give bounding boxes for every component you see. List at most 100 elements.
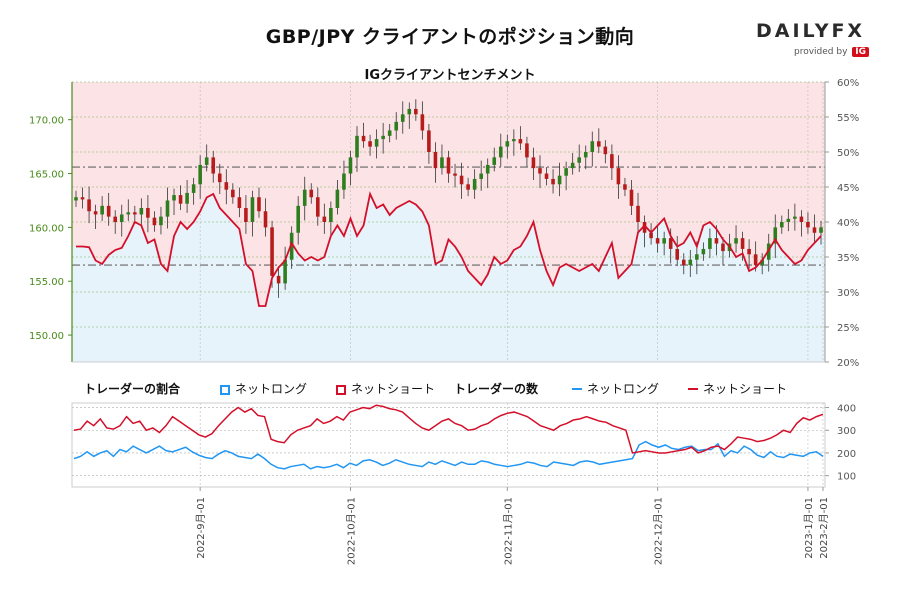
candle-body: [512, 139, 516, 142]
logo-provided-by: provided by: [794, 47, 848, 57]
candle-body: [270, 227, 274, 276]
candle-body: [263, 211, 268, 228]
candle-body: [655, 238, 660, 244]
dailyfx-logo: DAILYFX provided by IG: [756, 20, 876, 64]
candle-body: [714, 238, 719, 244]
legend-count-short-label: ネットショート: [703, 382, 788, 396]
candle-body: [361, 135, 366, 142]
candle-body: [244, 208, 248, 222]
candle-body: [224, 182, 229, 190]
candle-body: [250, 197, 255, 222]
count-tick-label: 200: [837, 449, 856, 460]
count-tick-label: 100: [837, 472, 856, 483]
candle-body: [610, 154, 614, 169]
legend-ratio-title: トレーダーの割合: [84, 382, 181, 396]
candle-body: [289, 232, 294, 260]
candle-body: [583, 152, 588, 158]
x-tick-label: 2022-10月-01: [345, 497, 357, 565]
candle-body: [217, 173, 222, 183]
candle-body: [551, 178, 555, 185]
candle-body: [636, 205, 640, 222]
candle-body: [355, 135, 359, 158]
candle-body: [623, 184, 627, 190]
candle-body: [74, 197, 78, 201]
candle-body: [342, 173, 346, 190]
candle-body: [204, 157, 209, 165]
candle-body: [773, 227, 778, 244]
candle-body: [133, 212, 137, 215]
candle-body: [564, 168, 568, 176]
price-tick-label: 170.00: [29, 116, 64, 127]
candle-body: [159, 216, 163, 226]
candle-body: [812, 227, 817, 233]
candle-body: [642, 222, 647, 233]
candle-body: [485, 164, 490, 174]
candle-body: [146, 208, 150, 218]
count-tick-label: 400: [837, 404, 856, 415]
legend-count-long-label: ネットロング: [587, 382, 660, 396]
candle-body: [734, 238, 738, 244]
candle-body: [309, 189, 314, 198]
candle-body: [106, 205, 111, 217]
candle-body: [629, 189, 634, 206]
x-tick-label: 2022-9月-01: [195, 497, 207, 559]
count-long-line: [73, 440, 824, 470]
candle-body: [165, 200, 170, 217]
candle-body: [779, 222, 784, 228]
long-area-fill: [72, 194, 825, 362]
candle-body: [119, 214, 124, 222]
candle-body: [100, 205, 104, 215]
count-panel-frame: [71, 402, 826, 488]
candle-body: [616, 168, 621, 185]
candle-body: [498, 146, 503, 158]
candle-body: [440, 157, 444, 169]
candle-body: [237, 197, 242, 208]
count-short-line: [73, 404, 824, 454]
candle-body: [381, 135, 385, 140]
candle-body: [505, 141, 510, 147]
price-tick-label: 150.00: [29, 331, 64, 342]
legend-ratio-short-label: ネットショート: [351, 382, 436, 396]
candle-body: [603, 146, 608, 155]
legend-count-short: ネットショート: [688, 380, 787, 397]
candle-body: [479, 173, 483, 179]
candle-body: [414, 108, 418, 115]
legend-count-title: トレーダーの数: [454, 382, 539, 396]
candle-body: [466, 184, 470, 190]
price-tick-label: 155.00: [29, 277, 64, 288]
pct-tick-label: 55%: [837, 113, 859, 124]
candle-body: [387, 130, 392, 136]
candle-body: [276, 275, 281, 284]
candle-body: [721, 243, 725, 252]
candle-body: [760, 259, 764, 266]
logo-brand-right: FX: [831, 20, 866, 42]
candle-body: [198, 164, 202, 185]
candle-body: [806, 222, 810, 228]
candle-body: [675, 248, 680, 260]
candle-body: [544, 173, 549, 179]
candle-body: [531, 157, 536, 169]
candle-body: [80, 197, 85, 200]
candle-body: [446, 157, 451, 174]
candle-body: [322, 216, 327, 222]
x-tick-label: 2022-12月-01: [653, 497, 665, 565]
candle-body: [793, 216, 797, 219]
pct-tick-label: 35%: [837, 253, 859, 264]
candle-body: [172, 195, 176, 201]
candle-body: [427, 130, 431, 152]
candle-body: [590, 141, 595, 152]
pct-tick-label: 30%: [837, 288, 859, 299]
candle-body: [400, 114, 405, 122]
candle-body: [819, 227, 823, 233]
candle-body: [348, 157, 353, 174]
candle-body: [211, 157, 216, 174]
candle-body: [433, 152, 438, 169]
candle-body: [668, 238, 673, 249]
candle-body: [420, 114, 425, 131]
legend-ratio-short: ネットショート: [336, 380, 435, 397]
candle-body: [557, 175, 562, 185]
pct-tick-label: 40%: [837, 218, 859, 229]
candle-body: [407, 108, 412, 115]
candle-body: [139, 208, 144, 215]
